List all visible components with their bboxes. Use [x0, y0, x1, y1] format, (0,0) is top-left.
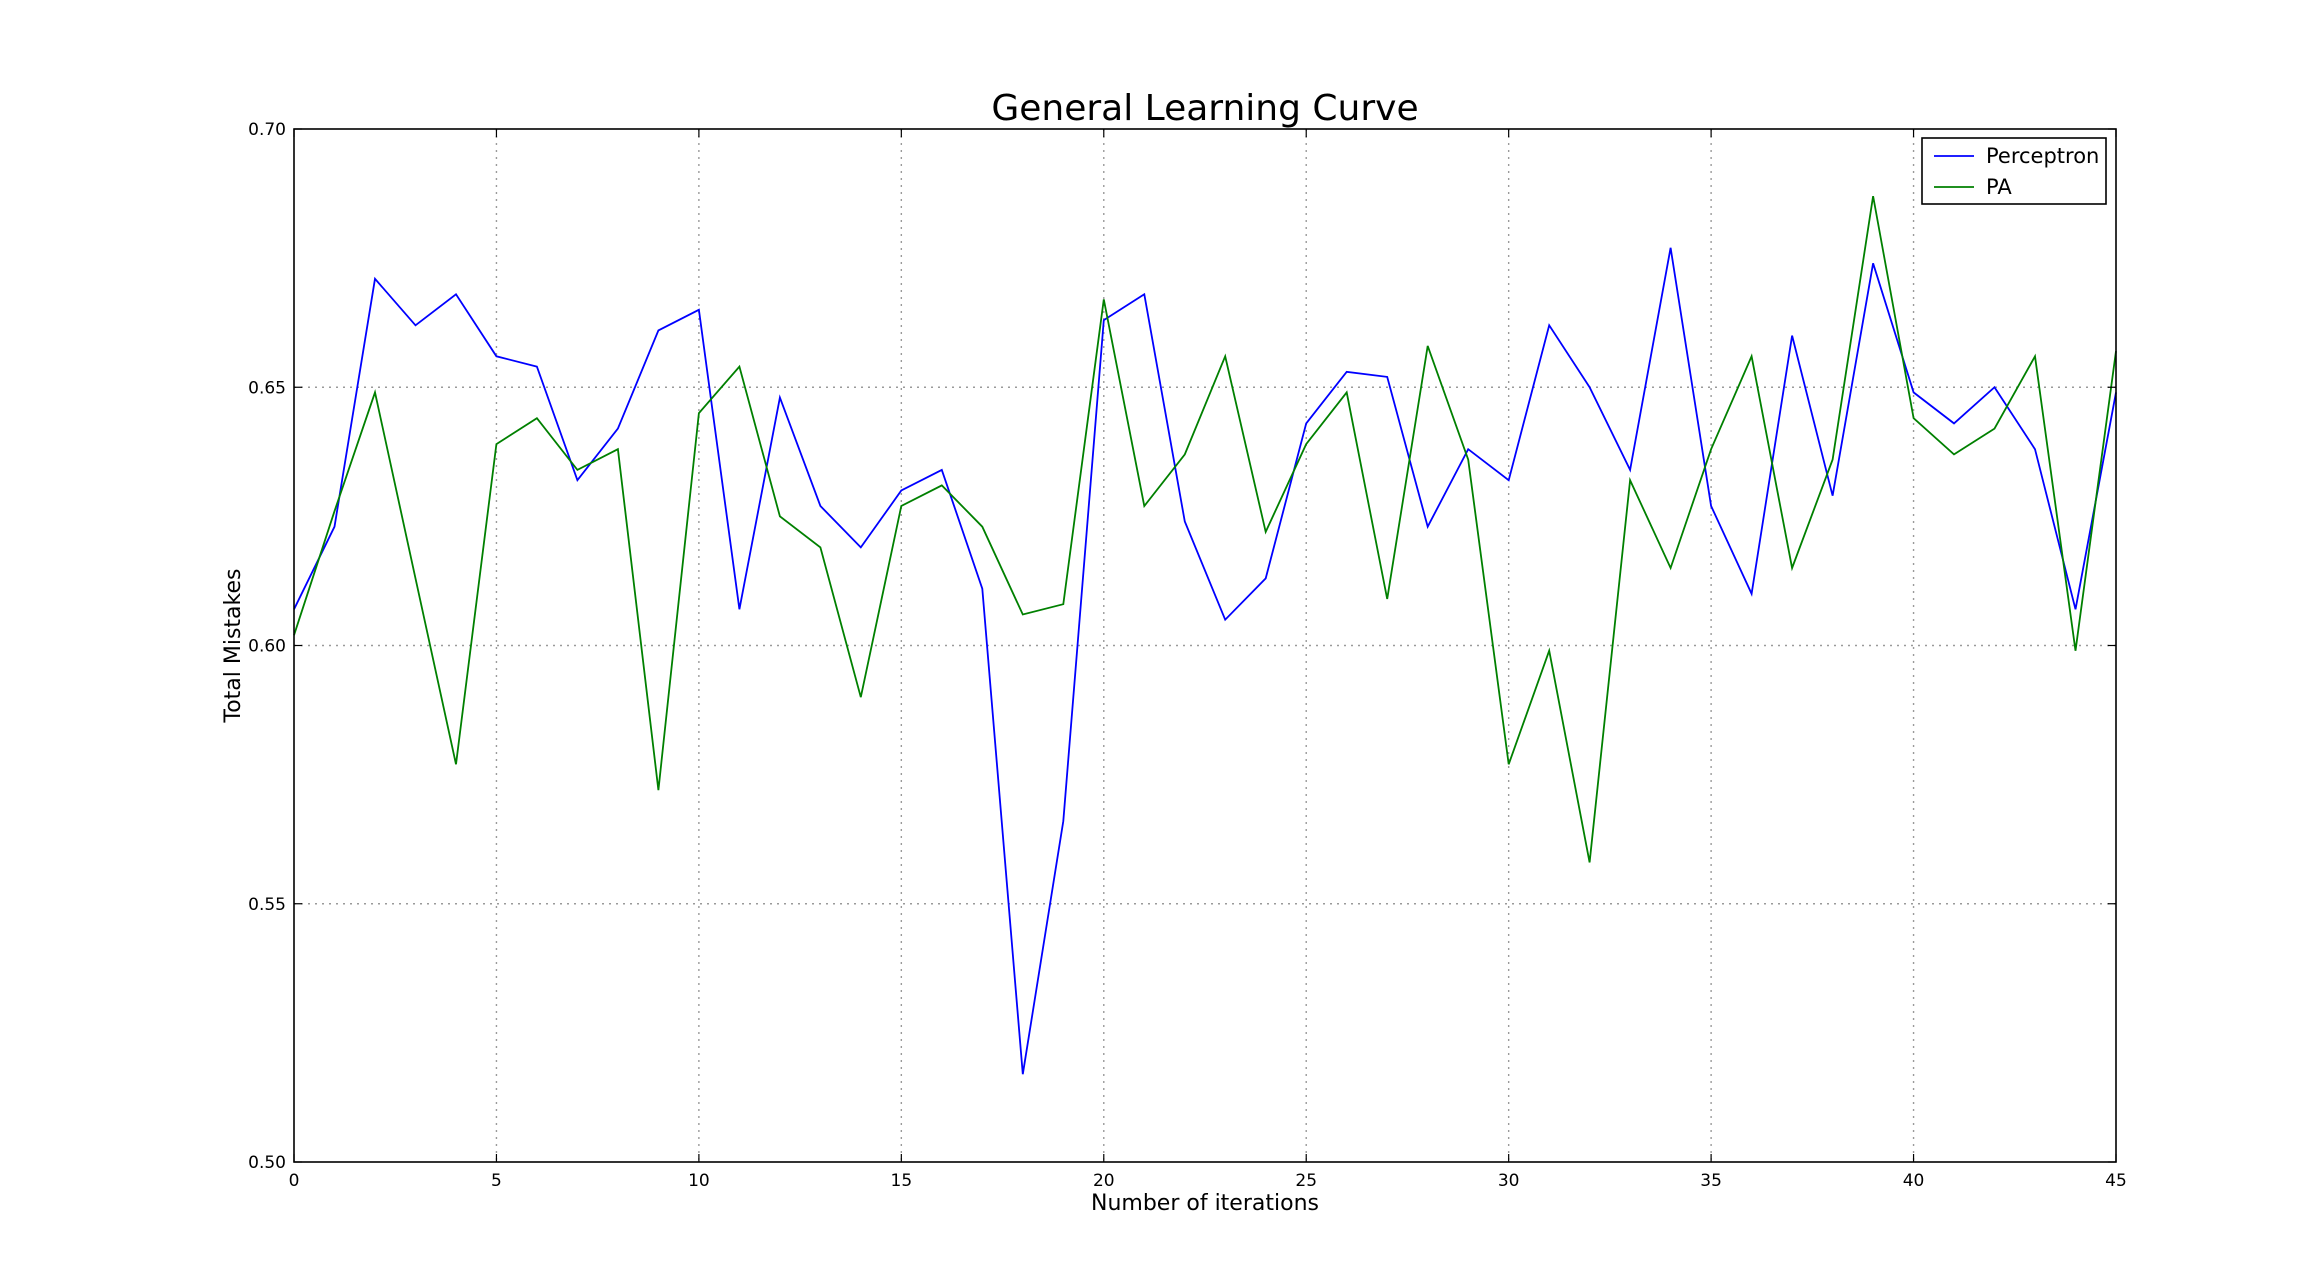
series-line-perceptron	[293, 247, 2117, 1075]
legend-label-pa: PA	[1986, 175, 2012, 199]
legend: Perceptron PA	[1921, 137, 2107, 205]
x-tick-label: 0	[289, 1171, 300, 1191]
y-tick-label: 0.50	[248, 1153, 286, 1173]
y-tick-label: 0.55	[248, 895, 286, 915]
legend-label-perceptron: Perceptron	[1986, 144, 2099, 168]
y-tick-label: 0.60	[248, 637, 286, 657]
series-layer	[293, 195, 2117, 1075]
x-tick-label: 40	[1903, 1171, 1925, 1191]
x-tick-label: 15	[891, 1171, 913, 1191]
grid-layer	[294, 129, 2116, 1162]
x-tick-label: 30	[1498, 1171, 1520, 1191]
y-axis-label: Total Mistakes	[221, 569, 246, 724]
x-tick-label: 10	[688, 1171, 710, 1191]
series-line-pa	[293, 195, 2117, 863]
x-axis-label: Number of iterations	[1091, 1191, 1319, 1216]
x-tick-label: 25	[1295, 1171, 1317, 1191]
x-tick-label: 20	[1093, 1171, 1115, 1191]
legend-box	[1921, 137, 2107, 205]
chart-title: General Learning Curve	[991, 88, 1418, 129]
y-tick-label: 0.65	[248, 378, 286, 398]
tick-layer: 0 5 10 15 20 25 30 35 40 45 0.50 0.55 0.60 0.65 0.70	[248, 120, 2127, 1191]
y-tick-label: 0.70	[248, 120, 286, 140]
x-tick-label: 45	[2105, 1171, 2127, 1191]
x-tick-label: 5	[491, 1171, 502, 1191]
x-tick-label: 35	[1700, 1171, 1722, 1191]
